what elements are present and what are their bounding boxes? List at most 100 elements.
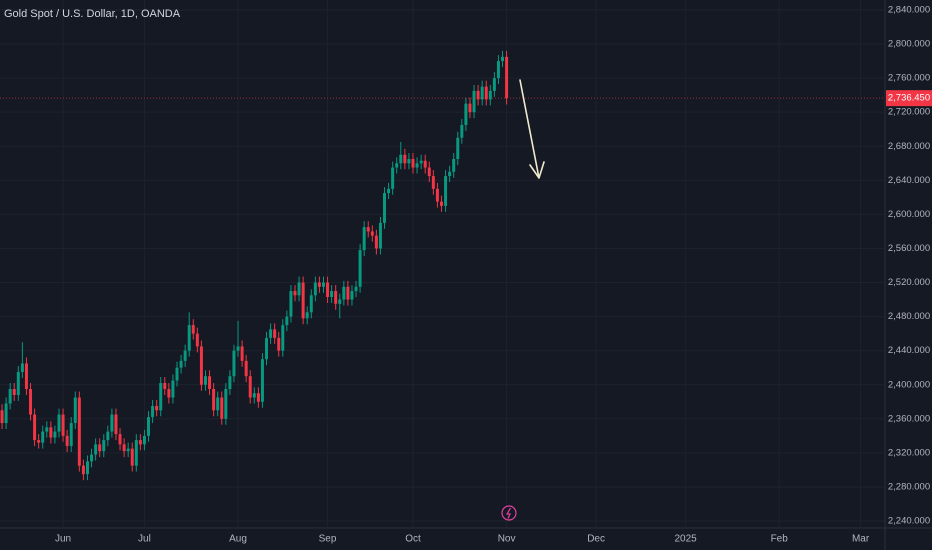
candle-body: [106, 431, 110, 441]
candle-body: [411, 159, 415, 168]
candle-body: [41, 431, 45, 443]
candle-body: [171, 380, 175, 398]
y-tick-label: 2,320.000: [888, 447, 930, 458]
y-tick-label: 2,840.000: [888, 4, 930, 15]
candle-body: [159, 383, 163, 411]
chart-title: Gold Spot / U.S. Dollar, 1D, OANDA: [4, 8, 181, 20]
candle-body: [403, 154, 407, 164]
candle-body: [297, 282, 301, 296]
candle-body: [427, 167, 431, 177]
candle-body: [354, 286, 358, 292]
candle-body: [130, 448, 134, 466]
candle-body: [65, 435, 69, 447]
y-tick-label: 2,400.000: [888, 379, 930, 390]
candle-body: [49, 427, 53, 438]
candle-body: [407, 159, 411, 164]
candle-body: [179, 360, 183, 368]
candle-body: [114, 414, 118, 435]
candle-body: [20, 363, 24, 372]
candle-body: [293, 291, 297, 296]
candle-body: [16, 371, 20, 395]
candle-body: [240, 346, 244, 361]
y-tick-label: 2,760.000: [888, 73, 930, 84]
candle-body: [81, 465, 85, 475]
candle-body: [142, 435, 146, 445]
candle-body: [464, 103, 468, 125]
candle-body: [334, 291, 338, 304]
candle-body: [342, 286, 346, 300]
candle-body: [37, 440, 41, 443]
candle-body: [126, 448, 130, 452]
candle-body: [374, 235, 378, 249]
candle-body: [73, 397, 77, 424]
candle-body: [228, 376, 232, 389]
candle-body: [370, 231, 374, 236]
candle-body: [61, 414, 65, 436]
candle-body: [33, 414, 37, 441]
candle-body: [313, 282, 317, 296]
candle-body: [391, 167, 395, 189]
candle-body: [8, 388, 12, 404]
candle-body: [448, 171, 452, 177]
y-tick-label: 2,520.000: [888, 277, 930, 288]
candle-body: [387, 188, 391, 194]
candle-body: [435, 188, 439, 202]
candle-body: [24, 363, 28, 389]
event-icon[interactable]: [501, 505, 517, 521]
trend-arrow[interactable]: [519, 79, 545, 179]
candle-body: [383, 193, 387, 223]
candle-body: [155, 406, 159, 411]
candle-body: [212, 388, 216, 411]
candle-body: [476, 90, 480, 100]
candle-body: [29, 388, 33, 415]
x-tick-label: 2025: [674, 534, 697, 545]
grid: [0, 0, 885, 528]
candle-body: [90, 454, 94, 462]
candle-body: [216, 397, 220, 411]
candle-body: [256, 393, 260, 402]
candle-body: [350, 291, 354, 300]
candle-body: [85, 461, 89, 475]
last-price-label: 2,736.450: [888, 93, 930, 104]
candle-body: [326, 282, 330, 298]
x-tick-label: Oct: [405, 534, 421, 545]
candle-body: [45, 427, 49, 432]
candle-body: [444, 176, 448, 206]
x-tick-label: Jun: [55, 534, 71, 545]
candle-body: [0, 410, 4, 424]
candle-body: [496, 61, 500, 79]
candle-body: [378, 222, 382, 249]
candle-body: [203, 376, 207, 385]
candle-body: [338, 299, 342, 304]
y-tick-label: 2,240.000: [888, 516, 930, 527]
candle-body: [138, 440, 142, 445]
candle-body: [358, 250, 362, 287]
candle-body: [260, 359, 264, 402]
x-tick-label: Mar: [852, 534, 870, 545]
candle-body: [366, 227, 370, 232]
candle-body: [452, 159, 456, 172]
candle-body: [501, 56, 505, 62]
y-tick-label: 2,720.000: [888, 107, 930, 118]
candle-body: [208, 376, 212, 389]
candle-body: [309, 295, 313, 313]
x-tick-label: Dec: [587, 534, 605, 545]
last-price-tag: [886, 90, 932, 107]
candle-body: [134, 440, 138, 466]
candle-body: [252, 393, 256, 398]
y-tick-label: 2,480.000: [888, 311, 930, 322]
candle-body: [224, 388, 228, 419]
candle-body: [265, 337, 269, 360]
candle-body: [456, 137, 460, 160]
candle-body: [77, 397, 81, 466]
candle-body: [102, 440, 106, 452]
candle-body: [289, 291, 293, 317]
candle-body: [175, 367, 179, 381]
x-tick-label: Sep: [319, 534, 337, 545]
candle-body: [98, 444, 102, 452]
candle-body: [423, 160, 427, 168]
candle-body: [248, 376, 252, 398]
